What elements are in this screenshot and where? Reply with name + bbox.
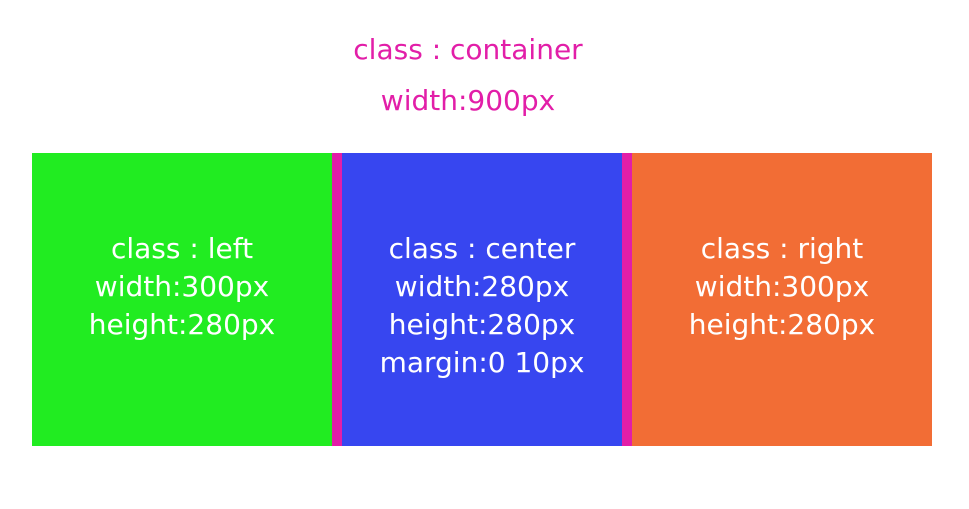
center-height-label: height:280px bbox=[388, 308, 576, 341]
container-width-label: width:900px bbox=[380, 84, 556, 117]
center-right-margin bbox=[622, 153, 632, 446]
center-margin-label: margin:0 10px bbox=[379, 346, 585, 379]
container-box: class : left width:300px height:280px cl… bbox=[32, 153, 932, 446]
right-height-label: height:280px bbox=[688, 308, 876, 341]
left-box: class : left width:300px height:280px bbox=[32, 153, 332, 446]
left-width-label: width:300px bbox=[94, 270, 270, 303]
left-class-label: class : left bbox=[110, 232, 254, 265]
center-width-label: width:280px bbox=[394, 270, 570, 303]
right-class-label: class : right bbox=[700, 232, 864, 265]
left-height-label: height:280px bbox=[88, 308, 276, 341]
right-box: class : right width:300px height:280px bbox=[632, 153, 932, 446]
container-class-label: class : container bbox=[353, 33, 583, 66]
right-width-label: width:300px bbox=[694, 270, 870, 303]
center-box: class : center width:280px height:280px … bbox=[342, 153, 622, 446]
center-left-margin bbox=[332, 153, 342, 446]
center-class-label: class : center bbox=[388, 232, 576, 265]
